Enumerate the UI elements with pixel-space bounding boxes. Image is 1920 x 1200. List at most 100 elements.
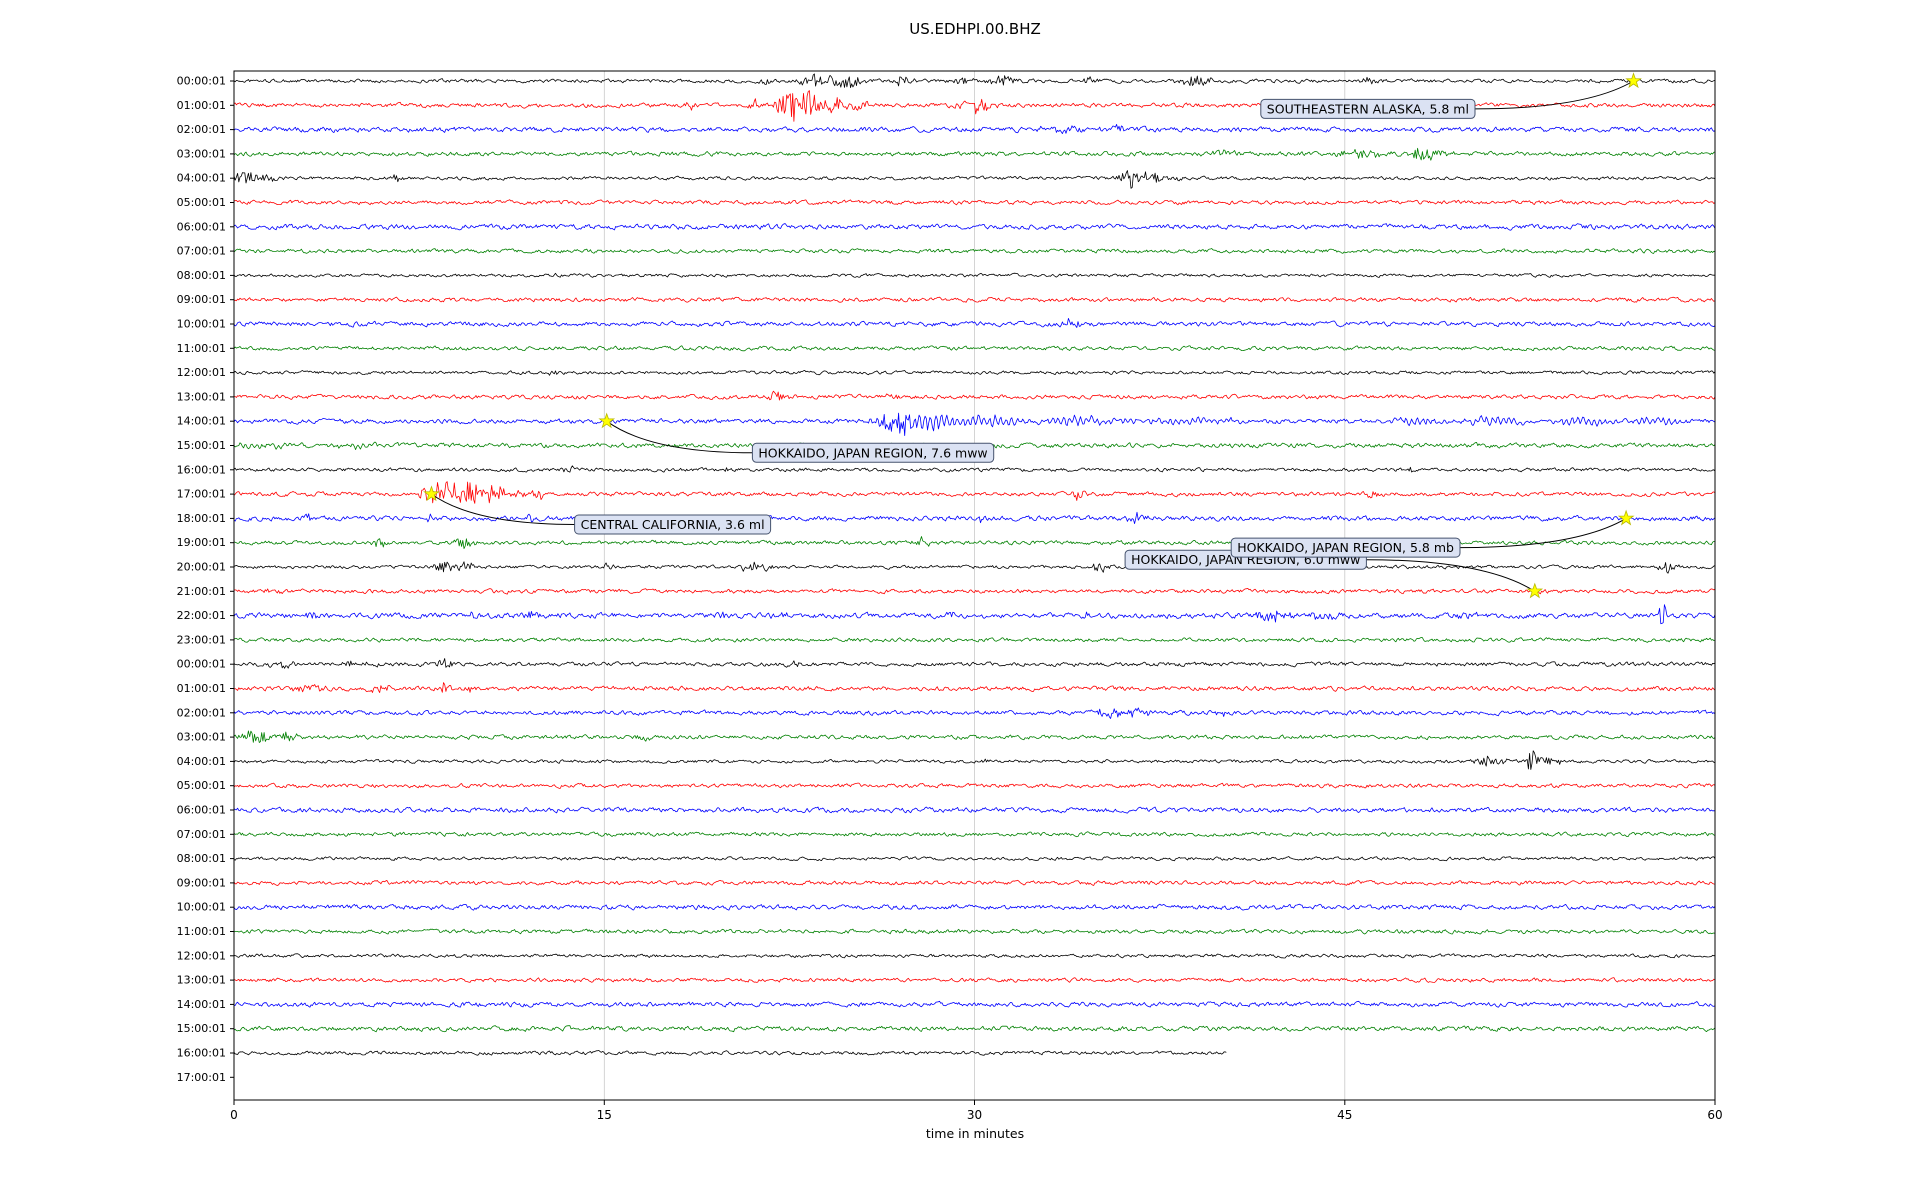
seismogram-trace [233,856,1716,862]
row-time-label: 11:00:01 [177,342,226,355]
seismogram-trace [233,369,1716,376]
row-time-label: 15:00:01 [177,1022,226,1035]
row-time-label: 16:00:01 [177,1047,226,1060]
row-time-label: 05:00:01 [177,779,226,792]
x-axis-label: time in minutes [925,1126,1025,1141]
seismogram-trace [233,1000,1716,1008]
row-time-label: 15:00:01 [177,439,226,452]
row-time-label: 10:00:01 [177,901,226,914]
row-time-label: 16:00:01 [177,463,226,476]
row-time-label: 00:00:01 [177,658,226,671]
seismogram-trace [233,345,1716,352]
event-label-box [751,442,995,463]
x-tick-label: 45 [1337,1108,1352,1122]
seismogram-trace [233,536,1715,549]
seismogram-trace [233,588,1716,595]
seismogram-trace [233,1025,1716,1033]
seismogram-trace [233,465,1716,473]
x-tick-label: 30 [967,1108,982,1122]
event-label-text: HOKKAIDO, JAPAN REGION, 7.6 mww [758,445,987,460]
event-star-icon [1625,72,1642,89]
event-connector-line [1474,80,1634,110]
seismogram-trace [233,953,1716,959]
seismogram-trace [233,658,1716,669]
seismogram-trace [233,170,1716,189]
seismogram-trace [233,390,1716,401]
seismogram-trace [233,977,1716,983]
seismogram-trace [233,682,1716,693]
x-tick-label: 0 [230,1108,238,1122]
seismogram-trace [233,1050,1227,1056]
seismogram-trace [233,879,1716,886]
row-time-label: 00:00:01 [177,75,226,88]
row-time-label: 02:00:01 [177,706,226,719]
row-time-label: 01:00:01 [177,99,226,112]
event-star-icon [598,412,616,429]
x-tick-label: 60 [1707,1108,1722,1122]
seismogram-trace [233,272,1715,278]
row-time-label: 10:00:01 [177,318,226,331]
event-star-icon [423,485,440,502]
row-time-label: 14:00:01 [177,415,226,428]
seismogram-trace [233,782,1716,789]
row-time-label: 09:00:01 [177,293,226,306]
seismogram-trace [233,147,1716,161]
row-time-label: 20:00:01 [177,561,226,574]
event-connector-line [431,493,575,525]
seismogram-trace [233,806,1716,814]
row-time-label: 21:00:01 [177,585,226,598]
event-label-box [1260,98,1476,119]
event-label-text: SOUTHEASTERN ALASKA, 5.8 ml [1267,101,1469,116]
event-label-text: CENTRAL CALIFORNIA, 3.6 ml [581,517,765,532]
row-time-label: 17:00:01 [177,1071,226,1084]
row-time-label: 14:00:01 [177,998,226,1011]
row-time-label: 12:00:01 [177,949,226,962]
event-connector-line [1459,517,1627,549]
seismogram-trace [233,412,1716,437]
row-time-label: 04:00:01 [177,172,226,185]
seismogram-trace [233,73,1716,88]
seismogram-trace [233,511,1716,524]
seismogram-trace [233,730,1716,743]
row-time-label: 08:00:01 [177,852,226,865]
seismogram-trace [233,223,1716,231]
x-tick-label: 15 [597,1108,612,1122]
seismogram-trace [233,481,1716,504]
row-time-label: 08:00:01 [177,269,226,282]
row-time-label: 22:00:01 [177,609,226,622]
seismogram-trace [233,124,1716,135]
row-time-label: 19:00:01 [177,536,226,549]
row-time-label: 03:00:01 [177,731,226,744]
seismogram-trace [233,296,1716,303]
event-label-box [574,514,772,535]
seismogram-trace [233,199,1716,206]
event-connector-line [606,420,753,454]
seismogram-trace [233,750,1716,770]
chart-title: US.EDHPI.00.BHZ [909,20,1041,38]
seismogram-trace [233,317,1716,328]
row-time-label: 09:00:01 [177,876,226,889]
row-time-label: 07:00:01 [177,828,226,841]
row-time-label: 02:00:01 [177,123,226,136]
row-time-label: 07:00:01 [177,245,226,258]
row-time-label: 13:00:01 [177,390,226,403]
row-time-label: 06:00:01 [177,220,226,233]
row-time-label: 18:00:01 [177,512,226,525]
seismogram-trace [233,248,1716,254]
row-time-label: 23:00:01 [177,633,226,646]
row-time-label: 13:00:01 [177,974,226,987]
seismogram-trace [233,604,1716,625]
seismogram-trace [233,831,1716,838]
row-time-label: 06:00:01 [177,804,226,817]
row-time-label: 01:00:01 [177,682,226,695]
event-label-text: HOKKAIDO, JAPAN REGION, 5.8 mb [1237,540,1454,555]
event-connector-line [1366,559,1536,592]
event-star-icon [1526,582,1544,599]
seismogram-trace [233,903,1716,911]
seismogram-trace [233,928,1716,935]
row-time-label: 12:00:01 [177,366,226,379]
event-label-box [1230,537,1461,558]
row-time-label: 11:00:01 [177,925,226,938]
